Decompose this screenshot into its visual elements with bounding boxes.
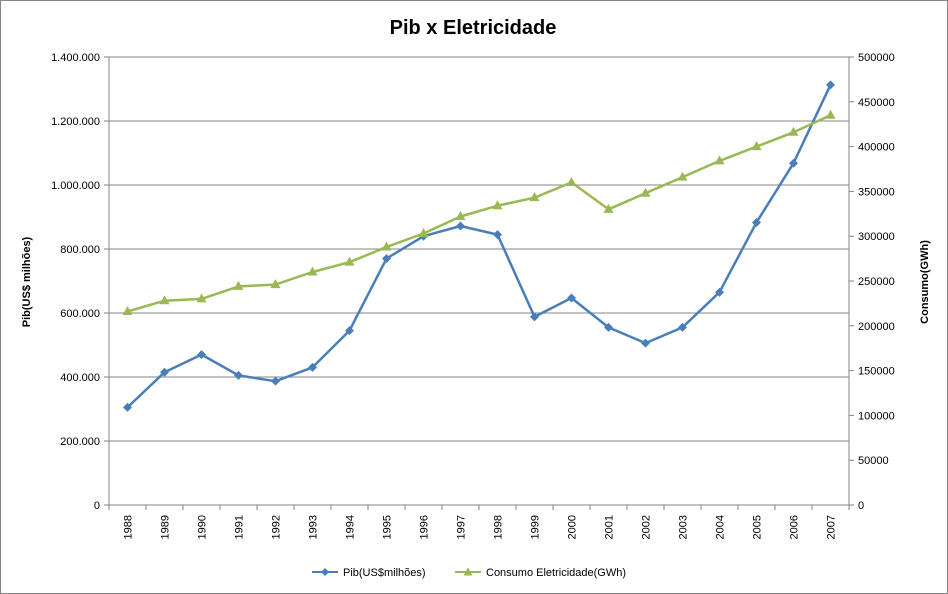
- y-tick-label: 1.000.000: [51, 180, 100, 192]
- y-tick-label: 800.000: [60, 244, 100, 256]
- data-point-consumo: [751, 141, 762, 151]
- x-tick-label: 2004: [715, 515, 727, 539]
- data-point-consumo: [381, 241, 392, 251]
- axes: [104, 56, 854, 510]
- data-point-consumo: [825, 109, 836, 119]
- data-point-consumo: [159, 295, 170, 305]
- data-point-consumo: [270, 279, 281, 289]
- x-tick-label: 1988: [123, 515, 135, 539]
- data-point-consumo: [714, 155, 725, 165]
- y2-tick-label: 50000: [858, 455, 889, 467]
- data-point-pib: [382, 254, 391, 264]
- x-tick-label: 1994: [345, 515, 357, 539]
- x-tick-label: 1995: [382, 515, 394, 539]
- gridlines: [109, 56, 849, 442]
- data-point-pib: [715, 287, 724, 297]
- y2-tick-label: 0: [858, 500, 864, 512]
- y-tick-label: 1.400.000: [51, 52, 100, 64]
- data-point-pib: [234, 370, 243, 380]
- y2-tick-label: 100000: [858, 410, 895, 422]
- y2-tick-label: 200000: [858, 321, 895, 333]
- data-point-pib: [530, 312, 539, 322]
- data-point-consumo: [307, 266, 318, 276]
- data-point-pib: [493, 230, 502, 240]
- y2-tick-label: 500000: [858, 52, 895, 64]
- legend-marker-pib: [321, 568, 329, 576]
- data-point-consumo: [603, 203, 614, 213]
- y-tick-label: 200.000: [60, 436, 100, 448]
- data-point-pib: [752, 217, 761, 227]
- data-point-pib: [567, 293, 576, 303]
- data-point-pib: [826, 80, 835, 90]
- data-point-consumo: [529, 192, 540, 202]
- chart-title: Pib x Eletricidade: [390, 17, 557, 39]
- x-tick-label: 1999: [530, 515, 542, 539]
- x-tick-label: 2000: [567, 515, 579, 539]
- y-axis-ticks: 0 200.000 400.000 600.000 800.000 1.000.000 1.…: [51, 52, 100, 512]
- data-point-pib: [456, 221, 465, 231]
- data-point-pib: [641, 338, 650, 348]
- x-tick-label: 2006: [789, 515, 801, 539]
- x-tick-label: 2001: [604, 515, 616, 539]
- data-point-consumo: [566, 176, 577, 186]
- data-point-consumo: [788, 126, 799, 136]
- x-tick-label: 2005: [752, 515, 764, 539]
- y2-tick-label: 400000: [858, 142, 895, 154]
- data-point-consumo: [677, 171, 688, 181]
- series: [122, 80, 836, 412]
- data-point-consumo: [344, 256, 355, 266]
- x-tick-label: 1997: [456, 515, 468, 539]
- x-tick-label: 1991: [234, 515, 246, 539]
- legend-label-consumo: Consumo Eletricidade(GWh): [486, 567, 626, 579]
- data-point-consumo: [640, 187, 651, 197]
- y2-tick-label: 300000: [858, 231, 895, 243]
- data-point-consumo: [122, 305, 133, 315]
- legend-label-pib: Pib(US$milhões): [343, 567, 426, 579]
- data-point-pib: [604, 322, 613, 332]
- x-tick-label: 2003: [678, 515, 690, 539]
- y2-axis-title: Consumo(GWh): [919, 240, 931, 324]
- data-point-pib: [197, 350, 206, 360]
- x-tick-label: 1993: [308, 515, 320, 539]
- y-tick-label: 600.000: [60, 308, 100, 320]
- data-point-pib: [123, 402, 132, 412]
- data-point-consumo: [492, 200, 503, 210]
- x-tick-label: 1992: [271, 515, 283, 539]
- data-point-consumo: [233, 280, 244, 290]
- data-point-consumo: [196, 293, 207, 303]
- data-point-pib: [308, 362, 317, 372]
- y2-tick-label: 350000: [858, 186, 895, 198]
- x-tick-label: 2007: [826, 515, 838, 539]
- x-tick-label: 1998: [493, 515, 505, 539]
- y-tick-label: 400.000: [60, 372, 100, 384]
- data-point-consumo: [455, 210, 466, 220]
- y2-tick-label: 250000: [858, 276, 895, 288]
- data-point-pib: [345, 326, 354, 336]
- y-tick-label: 1.200.000: [51, 116, 100, 128]
- series-line-1: [127, 114, 832, 313]
- data-point-pib: [789, 158, 798, 168]
- x-axis-ticks: 1988 1989 1990 1991 1992 1993 1994 1995 1996 1997…: [123, 515, 838, 539]
- y2-tick-label: 450000: [858, 97, 895, 109]
- y-axis-title: Pib(US$ milhões): [21, 236, 33, 327]
- x-tick-label: 1989: [160, 515, 172, 539]
- x-tick-label: 1996: [419, 515, 431, 539]
- y-tick-label: 0: [94, 500, 100, 512]
- data-point-pib: [678, 322, 687, 332]
- series-line-0: [126, 84, 832, 409]
- data-point-consumo: [418, 228, 429, 238]
- x-tick-label: 2002: [641, 515, 653, 539]
- legend-marker-consumo: [463, 567, 473, 576]
- data-point-pib: [160, 367, 169, 377]
- x-tick-label: 1990: [197, 515, 209, 539]
- legend: Pib(US$milhões) Consumo Eletricidade(GWh…: [312, 567, 626, 579]
- data-point-pib: [271, 376, 280, 386]
- y2-tick-label: 150000: [858, 366, 895, 378]
- y2-axis-ticks: 0 50000 100000 150000 200000 250000 300000 3500…: [858, 52, 895, 512]
